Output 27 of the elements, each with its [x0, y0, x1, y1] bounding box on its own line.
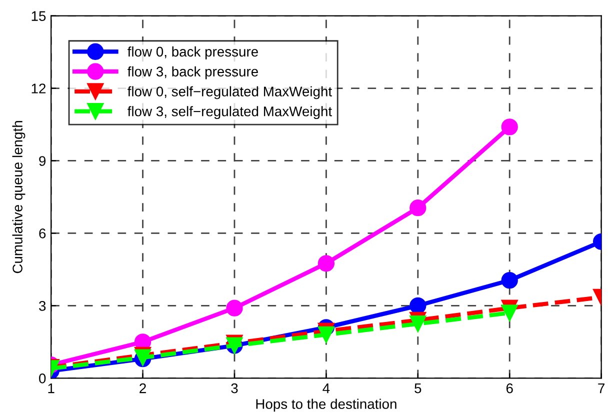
point: [501, 272, 518, 289]
x-tick-label: 7: [598, 384, 604, 394]
point: [318, 255, 335, 272]
legend-label: flow 0, self−regulated MaxWeight: [128, 86, 332, 100]
legend-label: flow 3, self−regulated MaxWeight: [128, 106, 332, 120]
point: [226, 300, 243, 316]
point: [501, 118, 518, 136]
point: [318, 326, 335, 343]
y-axis-title: Cumulative queue length: [12, 121, 26, 274]
y-tick-label: 0: [39, 373, 46, 384]
x-tick-label: 6: [506, 383, 513, 394]
legend-label: flow 3, back pressure: [128, 66, 258, 80]
x-tick-label: 4: [322, 384, 330, 394]
point: [410, 200, 426, 216]
y-tick-label: 9: [39, 156, 46, 166]
x-tick-label: 5: [414, 384, 422, 394]
x-tick-label: 3: [231, 383, 238, 394]
x-tick-label: 1: [48, 384, 54, 394]
legend-label: flow 0, back pressure: [128, 46, 258, 60]
y-tick-label: 3: [39, 301, 46, 311]
y-tick-label: 12: [32, 84, 46, 94]
y-tick-label: 6: [39, 228, 46, 238]
point: [501, 304, 518, 322]
x-axis-title: Hops to the destination: [256, 398, 396, 412]
y-tick-label: 15: [32, 11, 46, 21]
x-tick-label: 2: [140, 383, 146, 394]
point: [410, 315, 426, 332]
